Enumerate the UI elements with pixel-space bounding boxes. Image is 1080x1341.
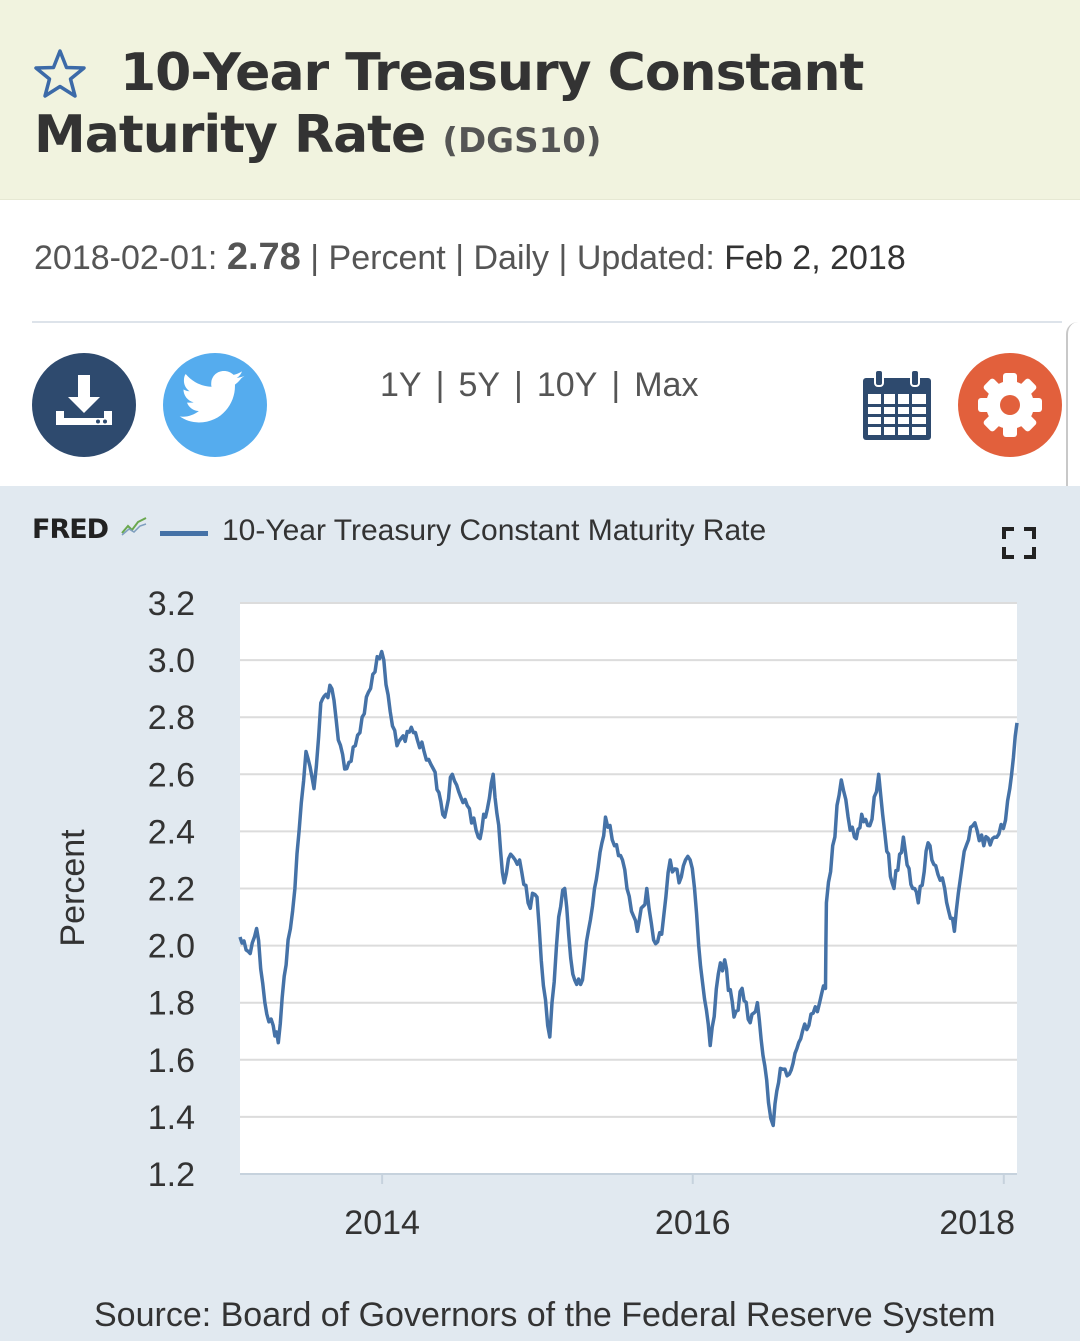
meta-separator: | <box>310 239 320 277</box>
range-1y-link[interactable]: 1Y <box>380 366 422 404</box>
observation-date: 2018-02-01: <box>34 239 218 277</box>
range-separator: | <box>611 366 621 404</box>
calendar-button[interactable] <box>860 368 934 444</box>
y-tick-label: 1.4 <box>148 1099 195 1137</box>
range-links: 1Y | 5Y | 10Y | Max <box>380 366 698 405</box>
range-5y-link[interactable]: 5Y <box>458 366 501 404</box>
meta-separator: | <box>558 239 568 277</box>
series-id: (DGS10) <box>442 121 602 161</box>
twitter-button[interactable] <box>163 353 267 457</box>
range-max-link[interactable]: Max <box>634 366 699 404</box>
range-separator: | <box>514 366 523 404</box>
frequency-label: Daily <box>473 239 550 277</box>
y-tick-label: 3.2 <box>148 585 195 623</box>
source-note: Source: Board of Governors of the Federa… <box>94 1296 996 1334</box>
y-tick-label: 2.6 <box>148 756 195 794</box>
line-chart: 1.2 1.4 1.6 1.8 2.0 2.2 2.4 2.6 2.8 3.0 3.2 2014 20… <box>54 585 1019 1242</box>
units-label: Percent <box>328 239 446 277</box>
observation-value: 2.78 <box>226 236 301 278</box>
gear-icon <box>978 373 1042 437</box>
y-tick-label: 1.6 <box>148 1042 195 1080</box>
divider <box>32 321 1062 323</box>
x-tick-label: 2016 <box>655 1204 731 1242</box>
series-title: 10-Year Treasury Constant Maturity Rate <box>34 43 864 165</box>
y-tick-label: 3.0 <box>148 642 195 680</box>
updated-date: Feb 2, 2018 <box>724 239 906 277</box>
fullscreen-icon[interactable] <box>1002 527 1036 559</box>
series-meta: 2018-02-01: 2.78 | Percent | Daily | Upd… <box>34 236 1064 279</box>
y-tick-label: 2.2 <box>148 871 195 909</box>
fred-logo: FRED <box>32 514 109 545</box>
legend-swatch <box>160 531 208 536</box>
range-separator: | <box>435 366 445 404</box>
y-tick-label: 2.0 <box>148 928 195 966</box>
x-tick-label: 2014 <box>344 1204 420 1242</box>
fred-logo-spark-icon <box>121 517 147 536</box>
range-10y-link[interactable]: 10Y <box>536 366 598 404</box>
y-tick-label: 1.8 <box>148 985 195 1023</box>
y-tick-label: 2.4 <box>148 813 195 851</box>
title-block <box>0 0 1080 200</box>
twitter-icon <box>179 370 245 423</box>
legend-label: 10-Year Treasury Constant Maturity Rate <box>222 514 767 547</box>
y-tick-label: 2.8 <box>148 699 195 737</box>
download-button[interactable] <box>32 353 136 457</box>
download-icon <box>56 375 112 425</box>
page-title: 10-Year Treasury Constant Maturity Rate … <box>34 42 1064 172</box>
star-icon[interactable] <box>33 48 87 100</box>
y-axis-title: Percent <box>54 829 92 947</box>
series-line <box>238 649 1019 1128</box>
y-tick-label: 1.2 <box>148 1156 195 1194</box>
meta-separator: | <box>455 239 465 277</box>
updated-label: Updated: <box>576 239 715 277</box>
calendar-icon <box>863 369 931 440</box>
x-tick-label: 2018 <box>939 1204 1015 1242</box>
settings-button[interactable] <box>958 353 1062 457</box>
